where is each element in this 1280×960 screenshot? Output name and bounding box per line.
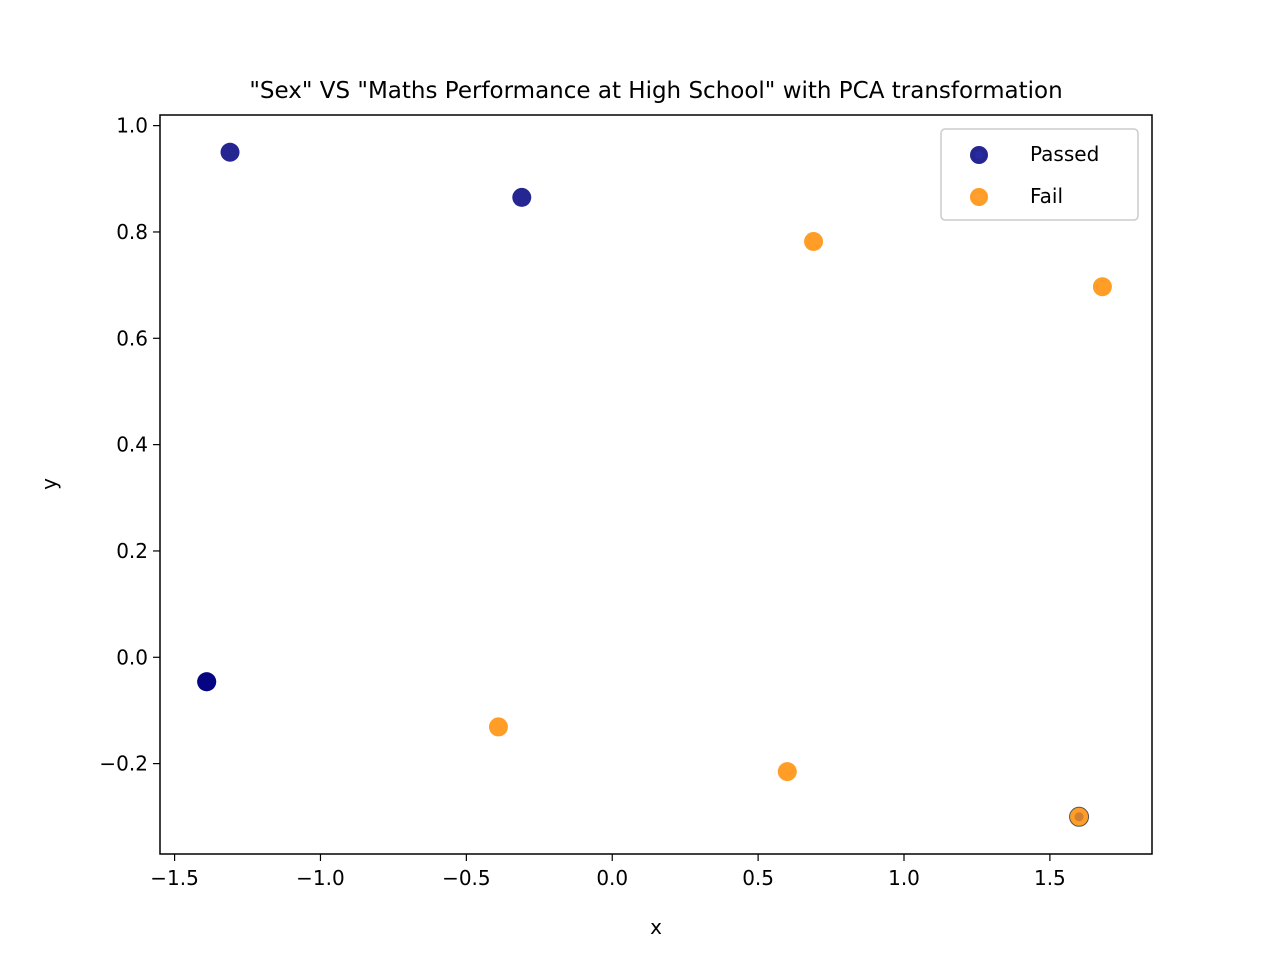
y-tick-label: 0.2: [116, 539, 148, 563]
x-tick-label: 0.0: [596, 866, 628, 890]
legend-label-passed: Passed: [1030, 142, 1099, 166]
data-point-fail: [777, 762, 797, 782]
legend-marker-fail-inner: [975, 193, 983, 201]
data-point-passed: [220, 142, 240, 162]
x-tick-label: 0.5: [742, 866, 774, 890]
y-tick-label: 0.4: [116, 433, 148, 457]
plot-area-frame: [159, 114, 1153, 855]
data-point-fail: [488, 717, 508, 737]
y-tick-label: −0.2: [99, 752, 148, 776]
legend-label-fail: Fail: [1030, 184, 1063, 208]
x-axis-label: x: [650, 915, 662, 939]
y-axis-ticks: −0.2 0.0 0.2 0.4 0.6 0.8 1.0: [99, 114, 160, 776]
y-tick-label: 0.8: [116, 220, 148, 244]
legend: Passed Fail: [940, 128, 1139, 221]
x-tick-label: −1.0: [296, 866, 345, 890]
data-point-passed: [512, 187, 532, 207]
y-tick-label: 0.6: [116, 326, 148, 350]
data-point-overlap-center: [1074, 812, 1084, 822]
data-points: [197, 142, 1112, 827]
x-tick-label: −0.5: [442, 866, 491, 890]
x-axis-ticks: −1.5 −1.0 −0.5 0.0 0.5 1.0 1.5: [150, 854, 1066, 890]
chart-title: "Sex" VS "Maths Performance at High Scho…: [249, 78, 1062, 104]
y-tick-label: 0.0: [116, 645, 148, 669]
x-tick-label: 1.0: [888, 866, 920, 890]
legend-box: [940, 128, 1139, 221]
x-tick-label: 1.5: [1034, 866, 1066, 890]
data-point-fail: [804, 232, 824, 252]
y-tick-label: 1.0: [116, 114, 148, 138]
legend-marker-passed-inner: [975, 151, 983, 159]
y-axis-label: y: [37, 478, 61, 490]
data-point-overlap: [1069, 806, 1090, 827]
data-point-fail: [1092, 277, 1112, 297]
data-point-passed: [197, 672, 217, 692]
x-tick-label: −1.5: [150, 866, 199, 890]
